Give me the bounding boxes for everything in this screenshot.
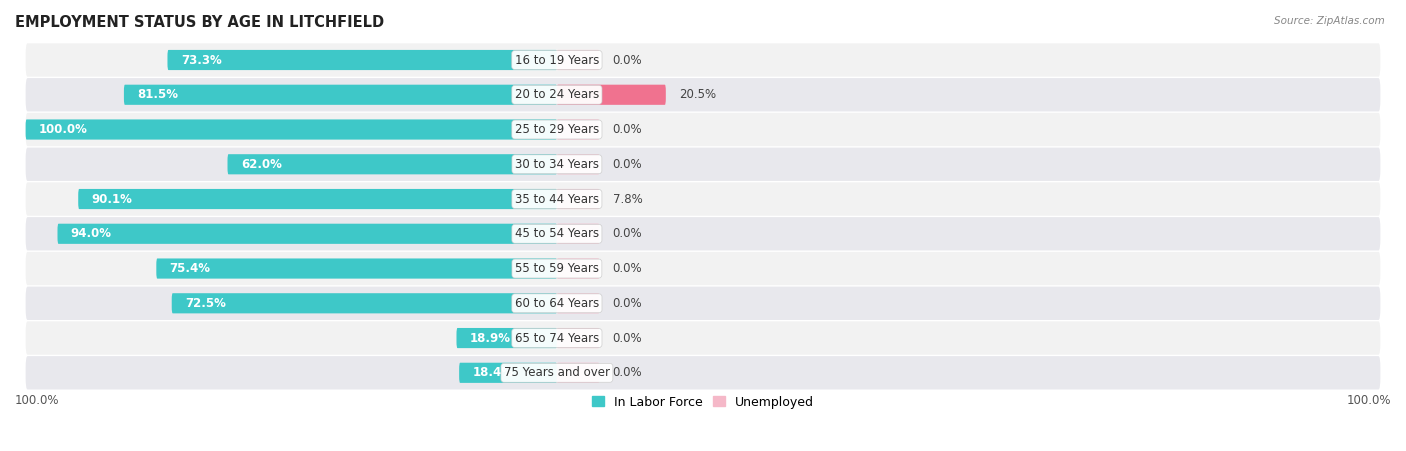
Text: 25 to 29 Years: 25 to 29 Years: [515, 123, 599, 136]
Text: 45 to 54 Years: 45 to 54 Years: [515, 227, 599, 240]
FancyBboxPatch shape: [557, 258, 599, 279]
FancyBboxPatch shape: [25, 78, 1381, 111]
Text: 20 to 24 Years: 20 to 24 Years: [515, 88, 599, 101]
FancyBboxPatch shape: [25, 43, 1381, 77]
FancyBboxPatch shape: [228, 154, 557, 175]
FancyBboxPatch shape: [457, 328, 557, 348]
Text: 0.0%: 0.0%: [613, 227, 643, 240]
Text: 55 to 59 Years: 55 to 59 Years: [515, 262, 599, 275]
FancyBboxPatch shape: [25, 147, 1381, 181]
Text: 20.5%: 20.5%: [679, 88, 716, 101]
Text: 75.4%: 75.4%: [170, 262, 211, 275]
FancyBboxPatch shape: [172, 293, 557, 313]
Text: EMPLOYMENT STATUS BY AGE IN LITCHFIELD: EMPLOYMENT STATUS BY AGE IN LITCHFIELD: [15, 15, 384, 30]
FancyBboxPatch shape: [25, 322, 1381, 355]
FancyBboxPatch shape: [25, 120, 557, 140]
Text: 30 to 34 Years: 30 to 34 Years: [515, 158, 599, 171]
FancyBboxPatch shape: [58, 224, 557, 244]
FancyBboxPatch shape: [167, 50, 557, 70]
Text: 100.0%: 100.0%: [1347, 394, 1391, 407]
FancyBboxPatch shape: [25, 113, 1381, 146]
FancyBboxPatch shape: [460, 363, 557, 383]
FancyBboxPatch shape: [156, 258, 557, 279]
Text: 0.0%: 0.0%: [613, 123, 643, 136]
Text: 0.0%: 0.0%: [613, 158, 643, 171]
FancyBboxPatch shape: [124, 85, 557, 105]
FancyBboxPatch shape: [557, 50, 599, 70]
Text: 100.0%: 100.0%: [39, 123, 87, 136]
Text: 100.0%: 100.0%: [15, 394, 59, 407]
Text: 35 to 44 Years: 35 to 44 Years: [515, 193, 599, 206]
Text: 18.9%: 18.9%: [470, 331, 510, 345]
FancyBboxPatch shape: [557, 363, 599, 383]
Text: 0.0%: 0.0%: [613, 54, 643, 66]
Text: 16 to 19 Years: 16 to 19 Years: [515, 54, 599, 66]
Text: 81.5%: 81.5%: [138, 88, 179, 101]
FancyBboxPatch shape: [557, 328, 599, 348]
FancyBboxPatch shape: [557, 154, 599, 175]
Text: 62.0%: 62.0%: [240, 158, 281, 171]
Text: 65 to 74 Years: 65 to 74 Years: [515, 331, 599, 345]
Text: 73.3%: 73.3%: [181, 54, 222, 66]
FancyBboxPatch shape: [557, 85, 666, 105]
FancyBboxPatch shape: [557, 224, 599, 244]
FancyBboxPatch shape: [25, 356, 1381, 390]
Text: 7.8%: 7.8%: [613, 193, 643, 206]
FancyBboxPatch shape: [25, 286, 1381, 320]
Text: 75 Years and over: 75 Years and over: [503, 366, 610, 379]
FancyBboxPatch shape: [557, 189, 599, 209]
Text: 90.1%: 90.1%: [91, 193, 132, 206]
FancyBboxPatch shape: [557, 293, 599, 313]
Legend: In Labor Force, Unemployed: In Labor Force, Unemployed: [586, 391, 820, 414]
FancyBboxPatch shape: [25, 217, 1381, 250]
Text: 72.5%: 72.5%: [186, 297, 226, 310]
Text: 60 to 64 Years: 60 to 64 Years: [515, 297, 599, 310]
Text: 94.0%: 94.0%: [70, 227, 112, 240]
Text: 0.0%: 0.0%: [613, 297, 643, 310]
FancyBboxPatch shape: [557, 120, 599, 140]
Text: 0.0%: 0.0%: [613, 262, 643, 275]
Text: 18.4%: 18.4%: [472, 366, 513, 379]
FancyBboxPatch shape: [25, 252, 1381, 285]
Text: 0.0%: 0.0%: [613, 366, 643, 379]
Text: 0.0%: 0.0%: [613, 331, 643, 345]
FancyBboxPatch shape: [79, 189, 557, 209]
Text: Source: ZipAtlas.com: Source: ZipAtlas.com: [1274, 16, 1385, 26]
FancyBboxPatch shape: [25, 182, 1381, 216]
